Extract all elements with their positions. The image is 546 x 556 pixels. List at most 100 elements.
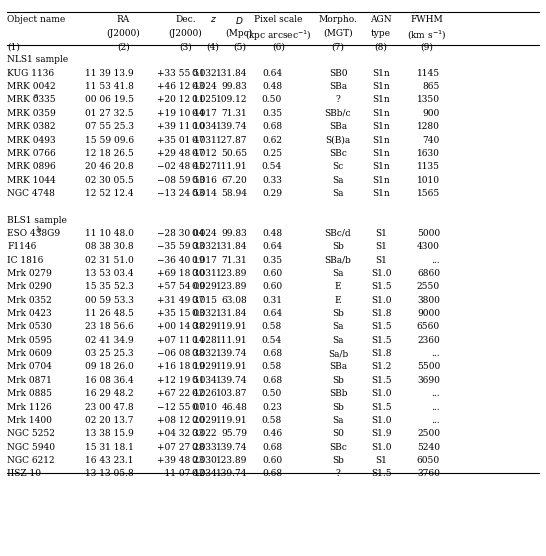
Text: S1.2: S1.2 [371, 363, 391, 371]
Text: −08 59 53: −08 59 53 [157, 176, 205, 185]
Text: Sa/b: Sa/b [328, 349, 348, 358]
Text: SBa/b: SBa/b [324, 256, 352, 265]
Text: Sa: Sa [333, 322, 344, 331]
Text: 15 35 52.3: 15 35 52.3 [85, 282, 134, 291]
Text: 0.58: 0.58 [262, 363, 282, 371]
Text: S1n: S1n [372, 82, 390, 91]
Text: SBa: SBa [329, 363, 347, 371]
Text: 0.026: 0.026 [192, 389, 217, 398]
Text: 16 43 23.1: 16 43 23.1 [85, 456, 133, 465]
Text: −11 07 42: −11 07 42 [157, 469, 205, 478]
Text: 1135: 1135 [417, 162, 440, 171]
Text: IC 1816: IC 1816 [7, 256, 44, 265]
Text: 15 59 09.6: 15 59 09.6 [85, 136, 134, 145]
Text: 0.62: 0.62 [262, 136, 282, 145]
Text: type: type [371, 29, 391, 38]
Text: (2): (2) [117, 42, 130, 51]
Text: S1n: S1n [372, 109, 390, 118]
Text: 0.68: 0.68 [262, 469, 282, 478]
Text: S1n: S1n [372, 96, 390, 105]
Text: Sb: Sb [332, 403, 344, 411]
Text: (9): (9) [420, 42, 433, 51]
Text: −02 48 45: −02 48 45 [157, 162, 205, 171]
Text: 0.68: 0.68 [262, 443, 282, 451]
Text: 5000: 5000 [417, 229, 440, 238]
Text: 0.010: 0.010 [192, 403, 217, 411]
Text: 1630: 1630 [417, 149, 440, 158]
Text: −35 59 33: −35 59 33 [157, 242, 205, 251]
Text: Sb: Sb [332, 242, 344, 251]
Text: 0.030: 0.030 [192, 456, 217, 465]
Text: $z$: $z$ [210, 16, 217, 24]
Text: S1: S1 [375, 456, 387, 465]
Text: S1n: S1n [372, 122, 390, 131]
Text: 0.54: 0.54 [262, 336, 282, 345]
Text: SBa: SBa [329, 82, 347, 91]
Text: 11 39 13.9: 11 39 13.9 [85, 69, 133, 78]
Text: 0.022: 0.022 [192, 429, 217, 438]
Text: 0.034: 0.034 [192, 469, 217, 478]
Text: 131.84: 131.84 [216, 69, 247, 78]
Text: S1.5: S1.5 [371, 336, 391, 345]
Text: E: E [335, 296, 341, 305]
Text: 0.031: 0.031 [192, 269, 217, 278]
Text: 139.74: 139.74 [216, 376, 247, 385]
Text: 02 41 34.9: 02 41 34.9 [85, 336, 133, 345]
Text: 16 29 48.2: 16 29 48.2 [85, 389, 133, 398]
Text: ESO 438G9: ESO 438G9 [7, 229, 60, 238]
Text: S1.5: S1.5 [371, 282, 391, 291]
Text: 0.032: 0.032 [192, 242, 217, 251]
Text: Mrk 0290: Mrk 0290 [7, 282, 52, 291]
Text: +29 48 47: +29 48 47 [157, 149, 205, 158]
Text: Sa: Sa [333, 176, 344, 185]
Text: 99.83: 99.83 [222, 229, 247, 238]
Text: (km s$^{-1}$): (km s$^{-1}$) [407, 29, 446, 42]
Text: ...: ... [431, 403, 440, 411]
Text: SBc: SBc [329, 149, 347, 158]
Text: $D$: $D$ [235, 16, 244, 26]
Text: +19 10 44: +19 10 44 [157, 109, 205, 118]
Text: Sc: Sc [333, 162, 343, 171]
Text: Sa: Sa [333, 336, 344, 345]
Text: IISZ 10: IISZ 10 [7, 469, 41, 478]
Text: 139.74: 139.74 [216, 349, 247, 358]
Text: S1n: S1n [372, 176, 390, 185]
Text: MRK 0042: MRK 0042 [7, 82, 56, 91]
Text: +39 11 10: +39 11 10 [157, 122, 205, 131]
Text: S1.0: S1.0 [371, 416, 391, 425]
Text: 5500: 5500 [417, 363, 440, 371]
Text: 11 10 48.0: 11 10 48.0 [85, 229, 134, 238]
Text: 0.032: 0.032 [192, 349, 217, 358]
Text: 0.60: 0.60 [262, 282, 282, 291]
Text: 1350: 1350 [417, 96, 440, 105]
Text: NGC 6212: NGC 6212 [7, 456, 55, 465]
Text: S1.8: S1.8 [371, 349, 391, 358]
Text: Sa: Sa [333, 189, 344, 198]
Text: 111.91: 111.91 [216, 336, 247, 345]
Text: 13 53 03.4: 13 53 03.4 [85, 269, 133, 278]
Text: 0.64: 0.64 [262, 69, 282, 78]
Text: +04 32 33: +04 32 33 [157, 429, 204, 438]
Text: 0.034: 0.034 [192, 376, 217, 385]
Text: 2500: 2500 [417, 429, 440, 438]
Text: Mrk 0704: Mrk 0704 [7, 363, 52, 371]
Text: S(B)a: S(B)a [325, 136, 351, 145]
Text: 12 18 26.5: 12 18 26.5 [85, 149, 133, 158]
Text: 6050: 6050 [417, 456, 440, 465]
Text: 131.84: 131.84 [216, 309, 247, 318]
Text: 0.014: 0.014 [192, 189, 217, 198]
Text: Object name: Object name [7, 16, 66, 24]
Text: SBb/c: SBb/c [325, 109, 351, 118]
Text: 0.017: 0.017 [192, 109, 217, 118]
Text: AGN: AGN [370, 16, 392, 24]
Text: +20 12 11: +20 12 11 [157, 96, 204, 105]
Text: MRK 0766: MRK 0766 [7, 149, 56, 158]
Text: MRK 0335: MRK 0335 [7, 96, 56, 105]
Text: (7): (7) [331, 42, 345, 51]
Text: 0.032: 0.032 [192, 69, 217, 78]
Text: Pixel scale: Pixel scale [254, 16, 302, 24]
Text: 0.54: 0.54 [262, 162, 282, 171]
Text: 08 38 30.8: 08 38 30.8 [85, 242, 133, 251]
Text: 111.91: 111.91 [216, 162, 247, 171]
Text: 0.48: 0.48 [262, 229, 282, 238]
